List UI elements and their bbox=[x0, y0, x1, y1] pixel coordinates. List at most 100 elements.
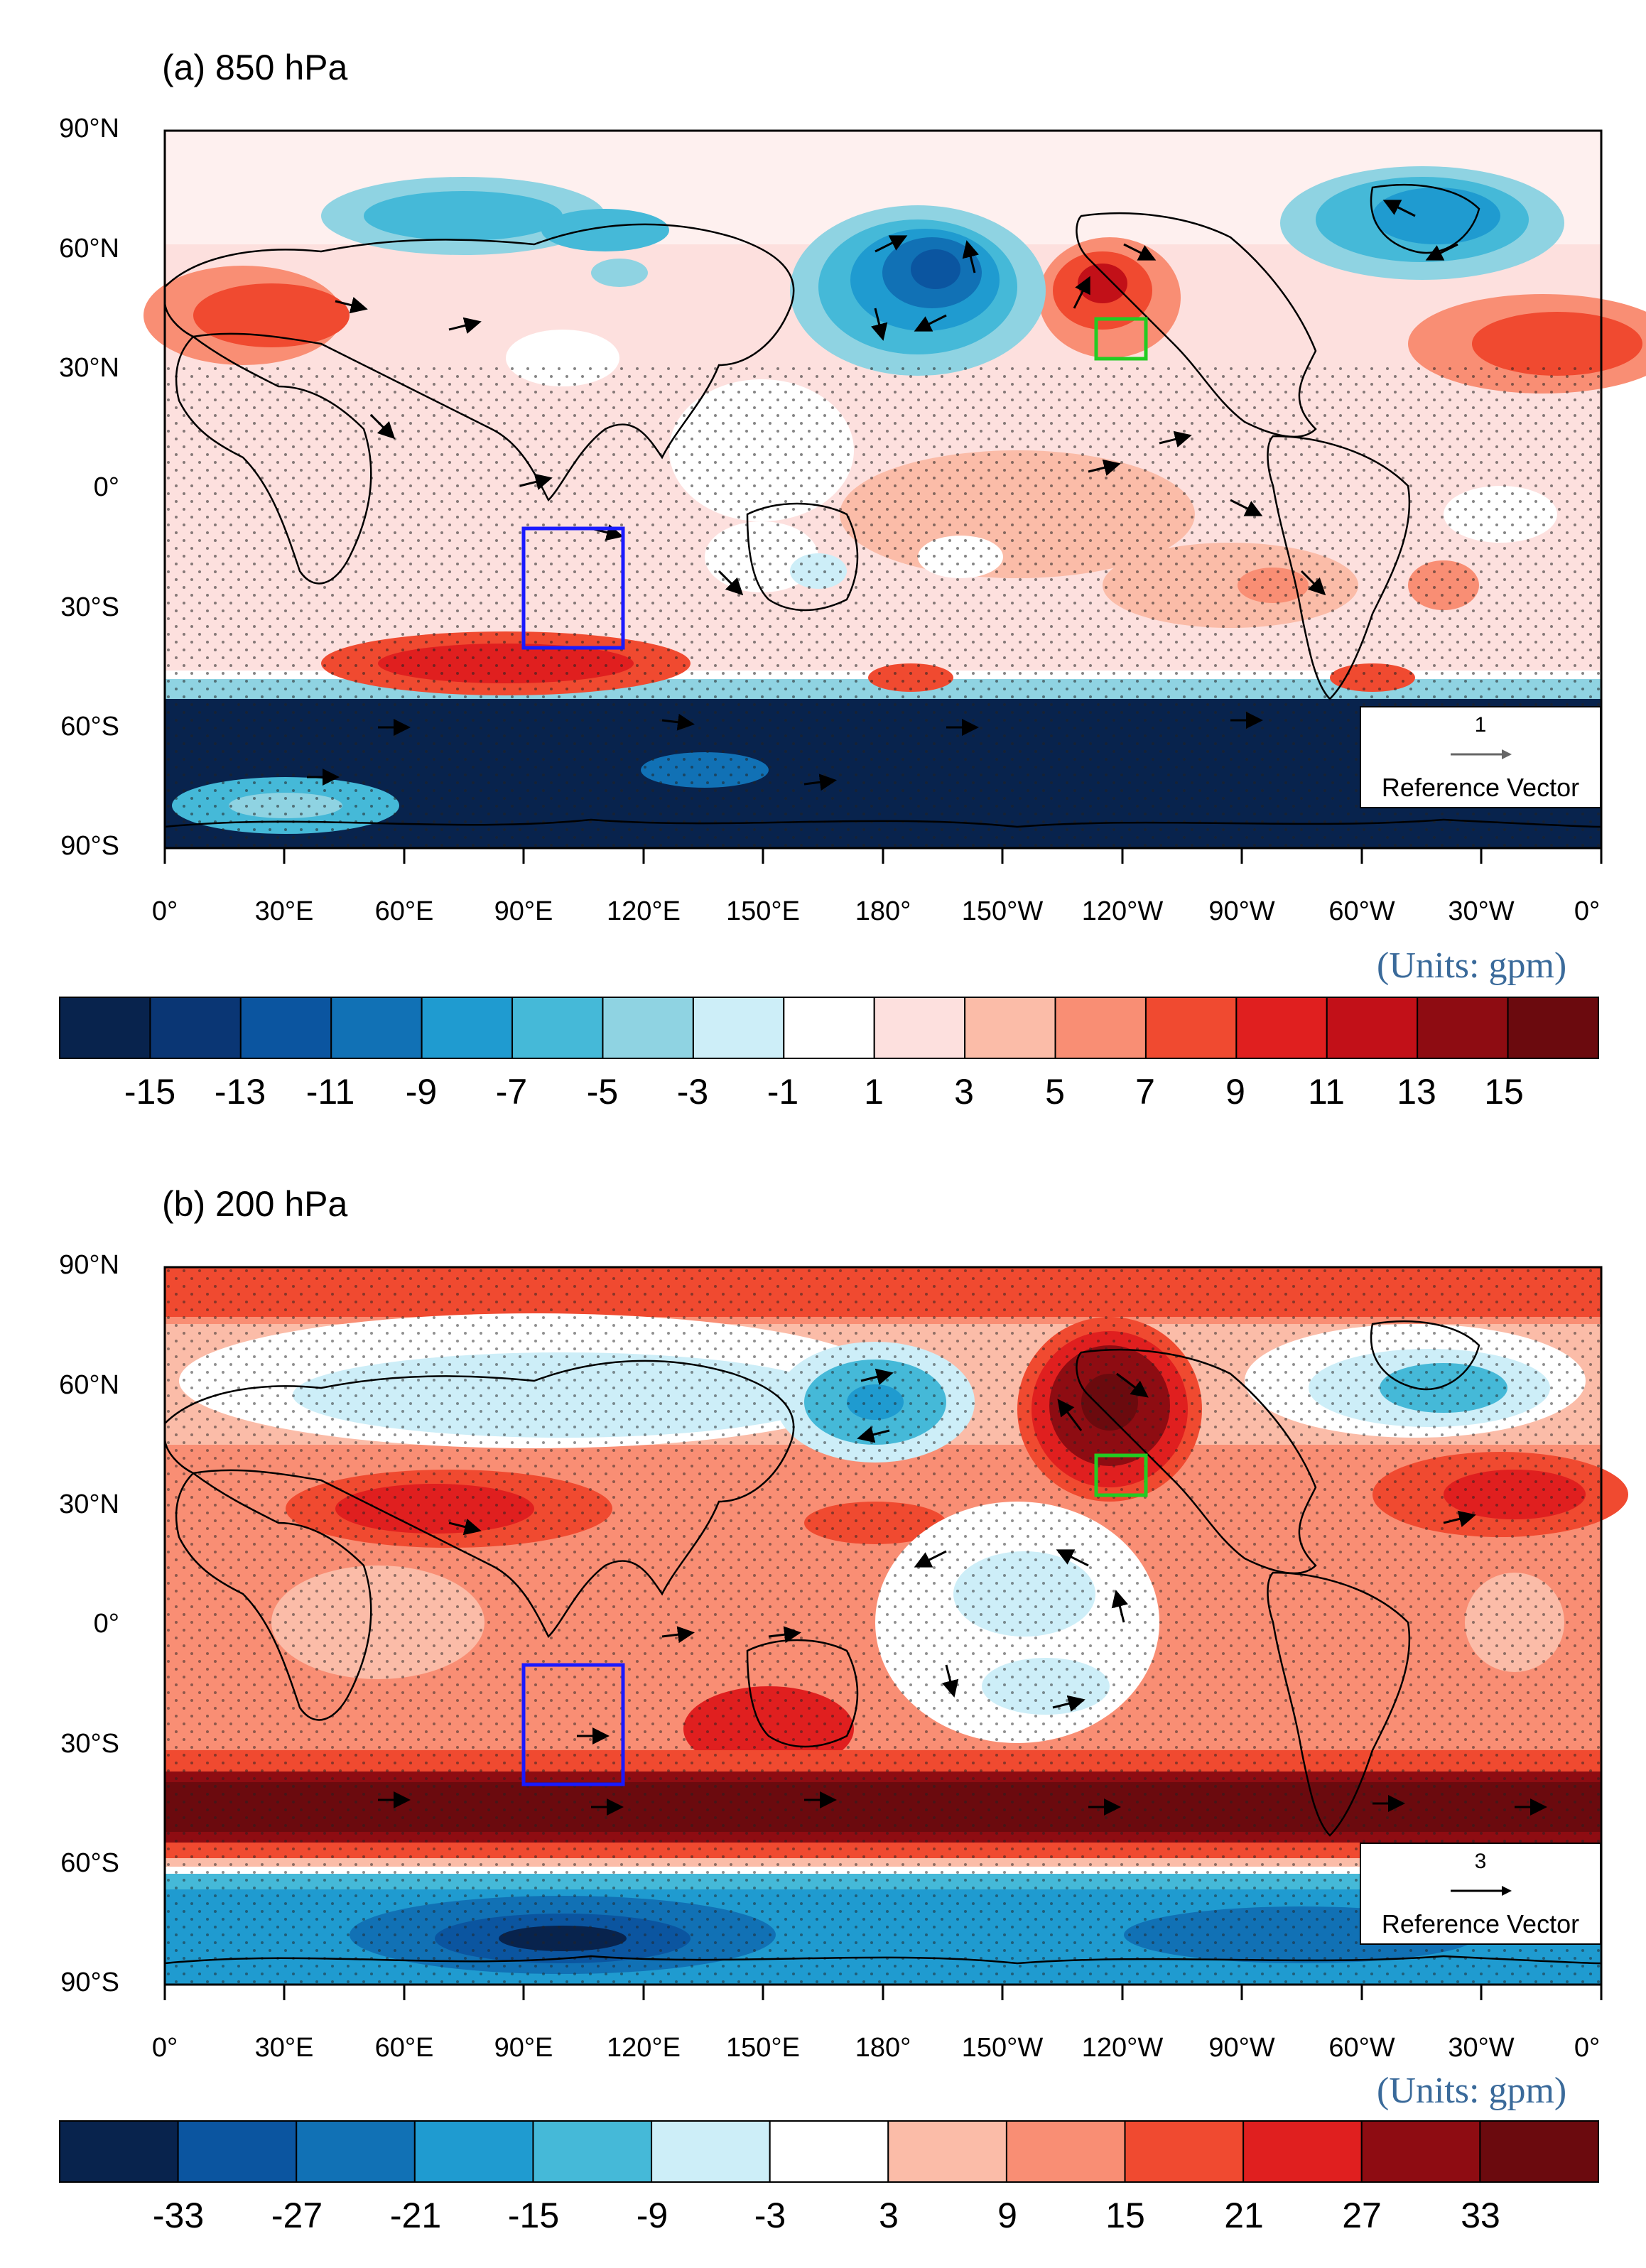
lat-label: 60°N bbox=[59, 234, 119, 264]
colorbar-swatch bbox=[1360, 2120, 1481, 2183]
panel-b-units: (Units: gpm) bbox=[1377, 2071, 1567, 2111]
lon-label: 150°E bbox=[726, 896, 800, 926]
colorbar-swatch bbox=[769, 2120, 889, 2183]
colorbar-swatch bbox=[964, 997, 1056, 1059]
colorbar-swatch bbox=[873, 997, 966, 1059]
lon-label: 30°W bbox=[1448, 2033, 1515, 2063]
panel-b-title: (b) 200 hPa bbox=[162, 1184, 348, 1224]
lat-label: 90°S bbox=[60, 1968, 119, 1997]
colorbar-label: -9 bbox=[405, 1072, 438, 1112]
colorbar-swatch bbox=[59, 997, 151, 1059]
colorbar-swatch bbox=[532, 2120, 653, 2183]
lon-label: 0° bbox=[151, 2033, 178, 2063]
colorbar-label: 33 bbox=[1461, 2196, 1500, 2235]
colorbar-swatch bbox=[1242, 2120, 1363, 2183]
lon-label: 60°E bbox=[374, 896, 434, 926]
lon-label: 60°W bbox=[1328, 2033, 1395, 2063]
lat-label: 60°S bbox=[60, 1848, 119, 1878]
colorbar-label: 3 bbox=[879, 2196, 899, 2235]
colorbar-label: -7 bbox=[495, 1072, 528, 1112]
colorbar-swatch bbox=[177, 2120, 298, 2183]
lat-label: 60°N bbox=[59, 1370, 119, 1400]
lon-label: 120°W bbox=[1081, 2033, 1164, 2063]
colorbar-swatch bbox=[511, 997, 604, 1059]
lon-label: 0° bbox=[1574, 2033, 1601, 2063]
reference-arrow-icon bbox=[1451, 1886, 1512, 1896]
colorbar-swatch bbox=[1507, 997, 1600, 1059]
lat-label: 90°S bbox=[60, 831, 119, 861]
colorbar-swatch bbox=[887, 2120, 1007, 2183]
colorbar-label: -11 bbox=[305, 1072, 355, 1112]
lat-label: 30°N bbox=[59, 1490, 119, 1519]
colorbar-swatch bbox=[59, 2120, 179, 2183]
colorbar-swatch bbox=[1235, 997, 1328, 1059]
reference-vector-label: Reference Vector bbox=[1381, 773, 1580, 802]
lon-label: 150°W bbox=[961, 2033, 1044, 2063]
lon-label: 180° bbox=[855, 2033, 911, 2063]
lat-label: 90°N bbox=[59, 1250, 119, 1280]
panel-a-ticks bbox=[163, 848, 1603, 864]
panel-a-blue-box bbox=[521, 526, 625, 650]
colorbar-swatch bbox=[1479, 2120, 1600, 2183]
colorbar-swatch bbox=[1054, 997, 1147, 1059]
lon-label: 90°E bbox=[494, 896, 553, 926]
lon-label: 120°W bbox=[1081, 896, 1164, 926]
colorbar-label: 5 bbox=[1045, 1072, 1065, 1112]
reference-arrow-icon bbox=[1451, 749, 1512, 759]
colorbar-label: 15 bbox=[1105, 2196, 1145, 2235]
colorbar-label: -15 bbox=[124, 1072, 176, 1112]
lat-label: 30°S bbox=[60, 1729, 119, 1759]
colorbar-label: 7 bbox=[1135, 1072, 1155, 1112]
colorbar-swatch bbox=[1326, 997, 1419, 1059]
colorbar-swatch bbox=[421, 997, 514, 1059]
lon-label: 0° bbox=[151, 896, 178, 926]
lat-label: 30°S bbox=[60, 592, 119, 622]
lat-label: 0° bbox=[93, 472, 119, 502]
lon-label: 60°E bbox=[374, 2033, 434, 2063]
lat-label: 0° bbox=[93, 1609, 119, 1639]
colorbar-label: 13 bbox=[1397, 1072, 1436, 1112]
colorbar-swatch bbox=[413, 2120, 534, 2183]
colorbar-label: -9 bbox=[636, 2196, 668, 2235]
colorbar-label: 9 bbox=[1225, 1072, 1245, 1112]
lon-label: 30°E bbox=[254, 2033, 314, 2063]
colorbar-label: 15 bbox=[1484, 1072, 1524, 1112]
panel-a-title: (a) 850 hPa bbox=[162, 48, 348, 87]
colorbar-label: 11 bbox=[1308, 1072, 1345, 1112]
lat-label: 30°N bbox=[59, 353, 119, 383]
panel-a-reference-vector: 1 Reference Vector bbox=[1360, 706, 1601, 808]
colorbar-swatch bbox=[1005, 2120, 1126, 2183]
lon-label: 30°E bbox=[254, 896, 314, 926]
colorbar-label: 1 bbox=[864, 1072, 884, 1112]
reference-vector-value: 1 bbox=[1474, 713, 1487, 737]
colorbar-swatch bbox=[330, 997, 423, 1059]
panel-b-reference-vector: 3 Reference Vector bbox=[1360, 1843, 1601, 1945]
colorbar-label: -21 bbox=[389, 2196, 442, 2235]
lon-label: 150°E bbox=[726, 2033, 800, 2063]
lon-label: 0° bbox=[1574, 896, 1601, 926]
colorbar-label: 9 bbox=[997, 2196, 1017, 2235]
colorbar-swatch bbox=[239, 997, 332, 1059]
colorbar-label: -3 bbox=[754, 2196, 786, 2235]
colorbar-swatch bbox=[1124, 2120, 1245, 2183]
colorbar-swatch bbox=[1144, 997, 1238, 1059]
colorbar-label: -3 bbox=[676, 1072, 709, 1112]
colorbar-label: 3 bbox=[954, 1072, 974, 1112]
panel-b-blue-box bbox=[521, 1663, 625, 1786]
colorbar-label: -1 bbox=[767, 1072, 799, 1112]
colorbar-swatch bbox=[296, 2120, 416, 2183]
lon-label: 90°W bbox=[1208, 2033, 1275, 2063]
panel-b-ticks bbox=[163, 1985, 1603, 2000]
panel-a-green-box bbox=[1094, 317, 1148, 361]
lon-label: 90°E bbox=[494, 2033, 553, 2063]
lon-label: 30°W bbox=[1448, 896, 1515, 926]
colorbar-swatch bbox=[783, 997, 875, 1059]
colorbar-swatch bbox=[602, 997, 694, 1059]
lon-label: 60°W bbox=[1328, 896, 1395, 926]
panel-a-units: (Units: gpm) bbox=[1377, 945, 1567, 986]
colorbar-label: -33 bbox=[152, 2196, 205, 2235]
colorbar-label: 21 bbox=[1224, 2196, 1264, 2235]
colorbar-swatch bbox=[692, 997, 785, 1059]
colorbar-label: -15 bbox=[507, 2196, 560, 2235]
colorbar-swatch bbox=[149, 997, 242, 1059]
